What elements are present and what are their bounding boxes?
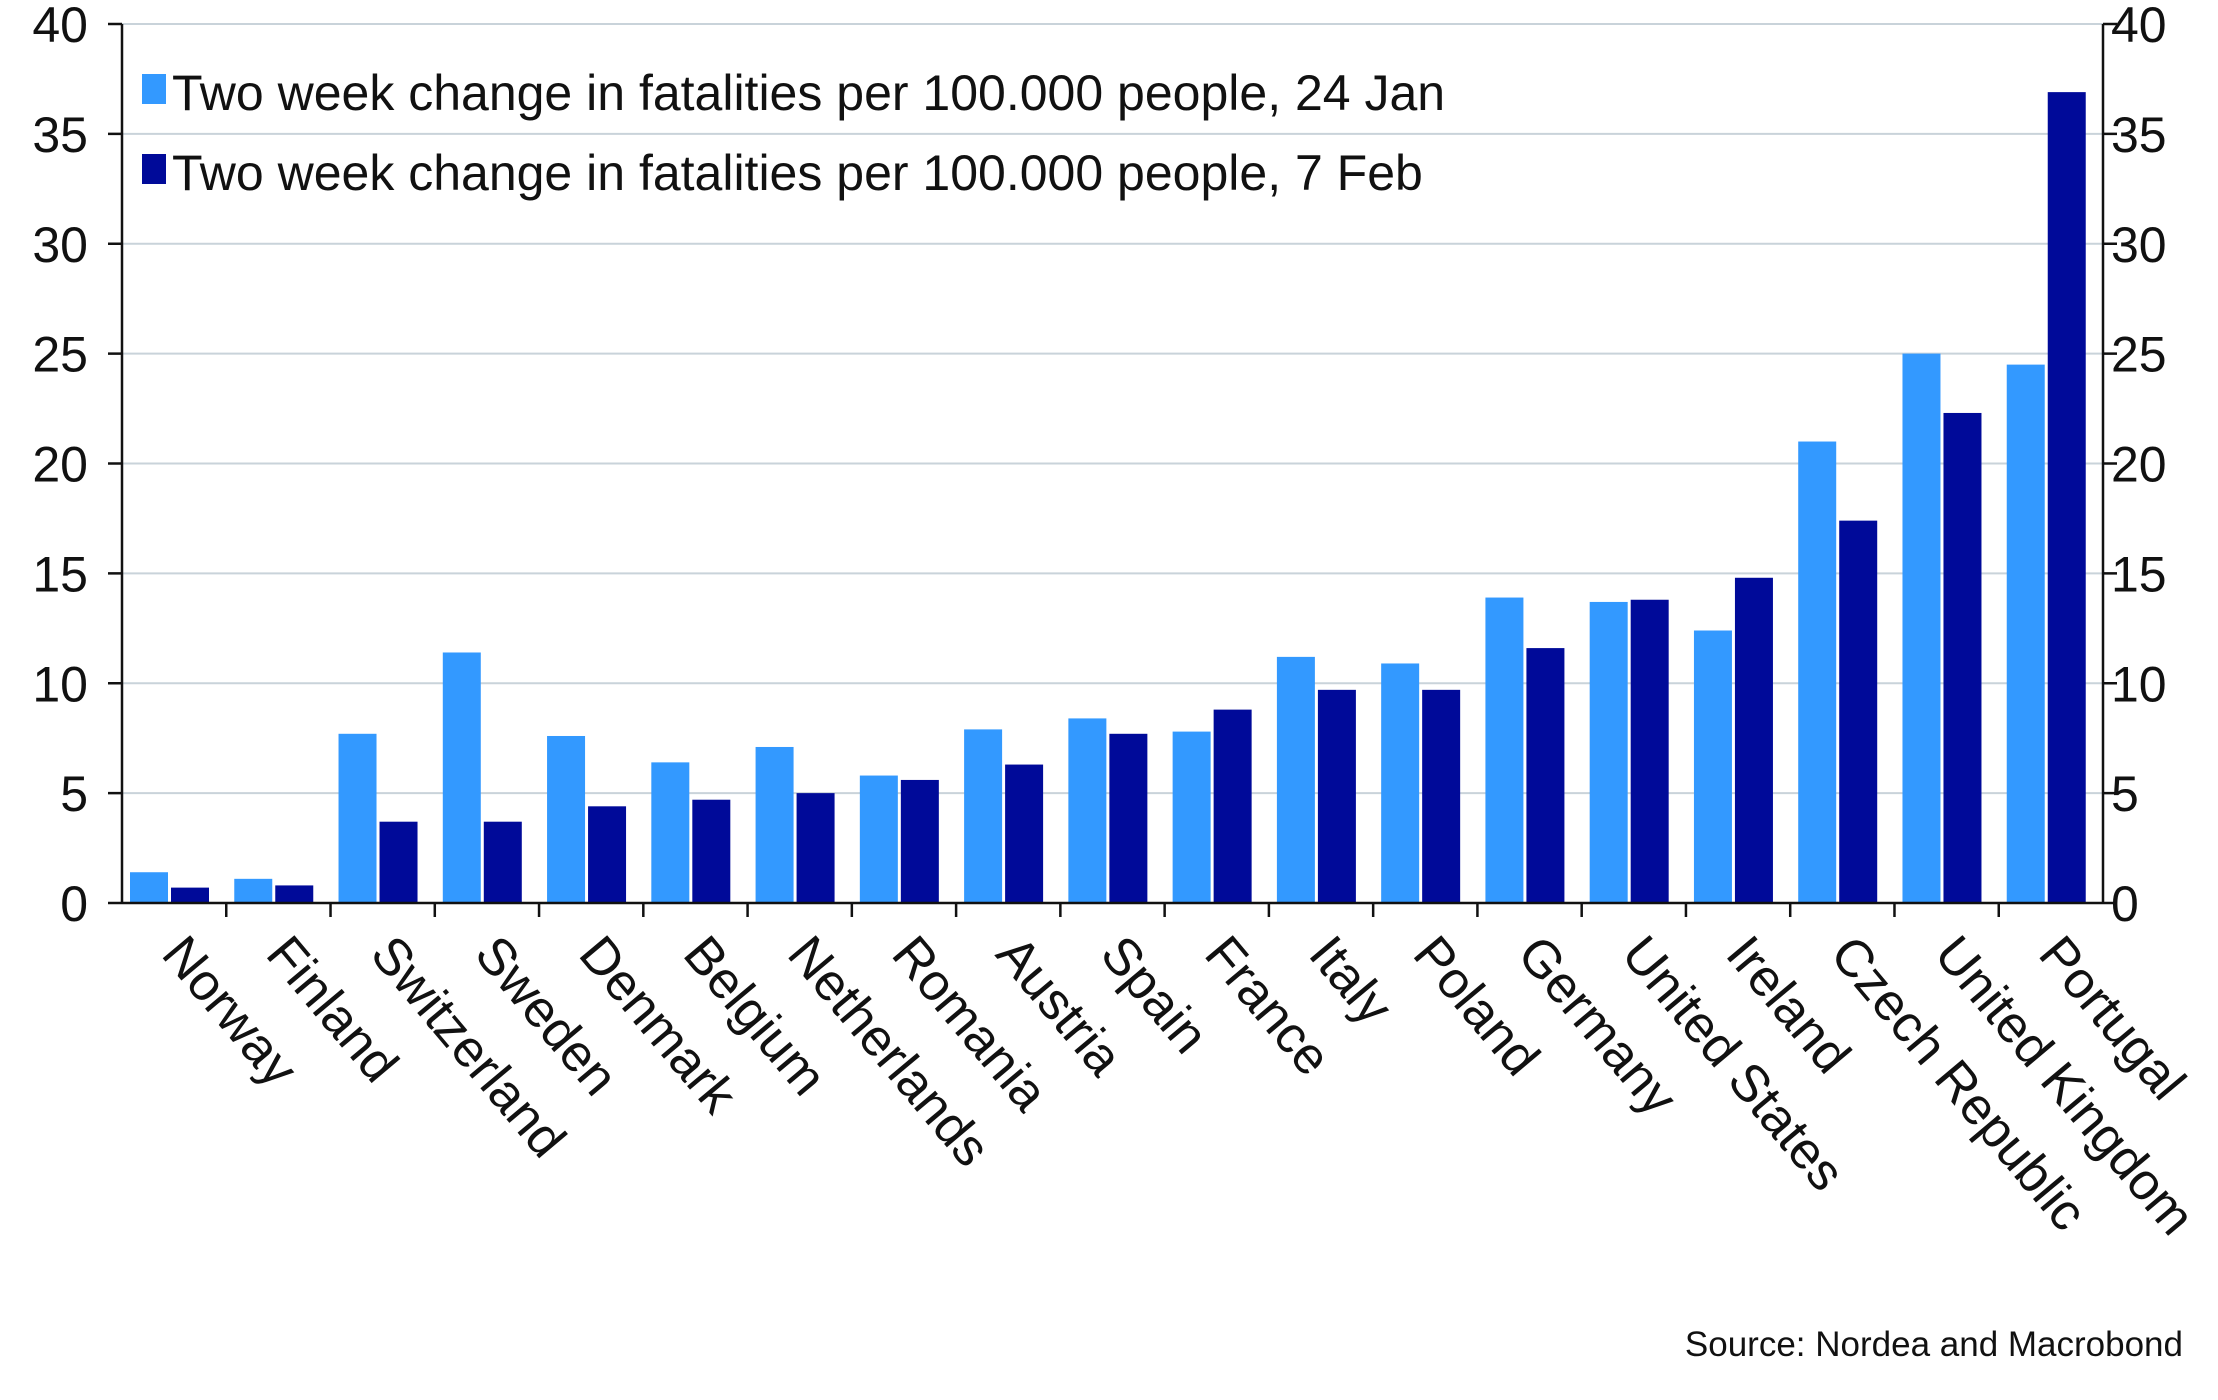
y-tick-label-right: 0 — [2111, 876, 2139, 932]
y-tick-label-left: 10 — [32, 656, 88, 712]
bar-24-jan — [1276, 656, 1315, 903]
bar-24-jan — [755, 746, 794, 903]
legend: Two week change in fatalities per 100.00… — [142, 65, 1445, 201]
bar-7-feb — [796, 793, 835, 903]
bar-24-jan — [130, 872, 168, 903]
bar-24-jan — [1172, 731, 1211, 903]
y-tick-label-left: 30 — [32, 217, 88, 273]
bar-7-feb — [1943, 412, 1982, 903]
bar-24-jan — [859, 775, 898, 903]
bar-24-jan — [1693, 630, 1732, 903]
y-tick-label-left: 40 — [32, 0, 88, 53]
bar-7-feb — [2047, 92, 2086, 903]
bar-24-jan — [338, 733, 377, 903]
y-tick-label-left: 0 — [60, 876, 88, 932]
bar-7-feb — [1734, 577, 1773, 903]
bar-7-feb — [1526, 648, 1565, 903]
y-tick-label-right: 40 — [2111, 0, 2167, 53]
bar-7-feb — [1422, 689, 1461, 903]
y-tick-label-left: 35 — [32, 107, 88, 163]
bar-7-feb — [275, 885, 314, 903]
bar-24-jan — [234, 878, 273, 903]
bar-24-jan — [1068, 718, 1107, 903]
y-tick-label-right: 20 — [2111, 437, 2167, 493]
y-tick-label-right: 25 — [2111, 327, 2167, 383]
y-axis-right-ticks: 0 5 10 15 20 25 30 35 40 — [2103, 0, 2167, 932]
bar-7-feb — [483, 821, 522, 903]
bar-7-feb — [1213, 709, 1252, 903]
y-tick-label-right: 35 — [2111, 107, 2167, 163]
bar-24-jan — [1798, 441, 1837, 903]
source-note: Source: Nordea and Macrobond — [1685, 1325, 2183, 1364]
bar-7-feb — [588, 806, 627, 903]
y-tick-label-right: 15 — [2111, 546, 2167, 602]
bar-24-jan — [651, 762, 690, 903]
bar-24-jan — [964, 729, 1003, 903]
y-tick-label-right: 5 — [2111, 766, 2139, 822]
bar-7-feb — [692, 799, 731, 903]
legend-label: Two week change in fatalities per 100.00… — [172, 145, 1423, 201]
bar-7-feb — [171, 887, 209, 903]
y-tick-label-right: 10 — [2111, 656, 2167, 712]
bar-7-feb — [379, 821, 418, 903]
legend-label: Two week change in fatalities per 100.00… — [172, 65, 1445, 121]
bar-24-jan — [547, 735, 586, 903]
y-tick-label-right: 30 — [2111, 217, 2167, 273]
bar-7-feb — [1317, 689, 1356, 903]
bar-7-feb — [1109, 733, 1148, 903]
bar-7-feb — [900, 779, 939, 903]
y-tick-label-left: 20 — [32, 437, 88, 493]
bar-24-jan — [1902, 353, 1941, 903]
bar-24-jan — [442, 652, 481, 903]
y-tick-label-left: 25 — [32, 327, 88, 383]
bar-24-jan — [1485, 597, 1524, 903]
y-tick-label-left: 15 — [32, 546, 88, 602]
bar-24-jan — [2006, 364, 2045, 903]
bar-7-feb — [1630, 599, 1669, 903]
bar-7-feb — [1005, 764, 1044, 903]
y-tick-label-left: 5 — [60, 766, 88, 822]
y-axis-left-ticks: 0 5 10 15 20 25 30 35 40 — [32, 0, 122, 932]
legend-swatch — [142, 74, 166, 104]
x-axis-category-labels: NorwayFinlandSwitzerlandSwedenDenmarkBel… — [151, 903, 2206, 1246]
legend-swatch — [142, 154, 166, 184]
bar-24-jan — [1589, 601, 1628, 903]
bar-7-feb — [1839, 520, 1878, 903]
bars — [130, 92, 2086, 903]
bar-24-jan — [1381, 663, 1420, 903]
